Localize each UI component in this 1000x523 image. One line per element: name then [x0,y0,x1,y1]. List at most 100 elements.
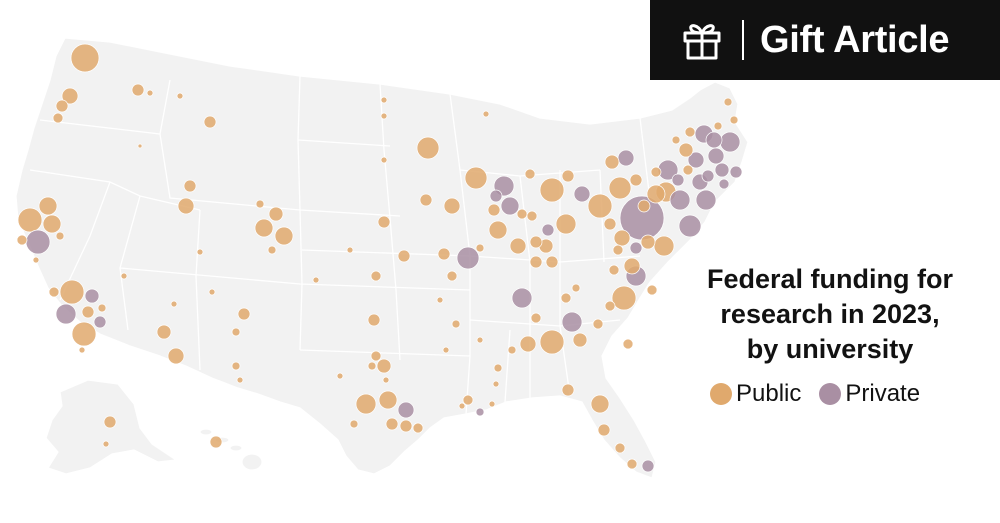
public-university-dot [451,319,461,329]
public-university-dot [183,179,197,193]
contiguous-us-land [15,37,749,479]
public-university-dot [55,231,65,241]
public-university-dot [529,235,543,249]
gift-article-button[interactable]: Gift Article [650,0,1000,80]
public-university-dot [482,110,490,118]
public-university-dot [382,376,390,384]
public-university-dot [146,89,154,97]
private-university-dot [25,229,51,255]
public-university-dot [560,292,572,304]
public-university-dot [487,203,501,217]
title-line-1: Federal funding for [707,264,953,294]
public-university-dot [492,380,500,388]
public-university-dot [370,270,382,282]
legend: Public Private [710,380,920,408]
public-university-dot [370,350,382,362]
public-university-dot [608,264,620,276]
private-university-dot [561,311,583,333]
private-university-dot [714,162,730,178]
public-university-dot [509,237,527,255]
public-university-dot [653,235,675,257]
public-university-dot [611,285,637,311]
public-university-dot [443,197,461,215]
public-university-dot [637,199,651,213]
public-university-dot [530,312,542,324]
legend-swatch-private [819,383,842,405]
public-university-dot [237,307,251,321]
private-university-dot [705,131,723,149]
public-university-dot [561,383,575,397]
public-university-dot [268,206,284,222]
public-university-dot [507,345,517,355]
public-university-dot [78,346,86,354]
public-university-dot [684,126,696,138]
public-university-dot [209,435,223,449]
public-university-dot [571,283,581,293]
public-university-dot [462,394,474,406]
public-university-dot [208,288,216,296]
private-university-dot [687,151,705,169]
public-university-dot [622,338,634,350]
public-university-dot [587,193,613,219]
public-university-dot [612,244,624,256]
public-university-dot [274,226,294,246]
public-university-dot [346,246,354,254]
public-university-dot [475,243,485,253]
public-university-dot [539,177,565,203]
legend-item-public: Public [710,380,801,408]
public-university-dot [16,234,28,246]
gift-icon [683,24,721,60]
public-university-dot [592,318,604,330]
public-university-dot [120,272,128,280]
public-university-dot [380,112,388,120]
public-university-dot [48,286,60,298]
private-university-dot [729,165,743,179]
private-university-dot [93,315,107,329]
private-university-dot [629,241,643,255]
public-university-dot [608,176,632,200]
public-university-dot [412,422,424,434]
public-university-dot [476,336,484,344]
gift-divider [742,20,744,60]
public-university-dot [156,324,172,340]
public-university-dot [131,83,145,97]
public-university-dot [526,210,538,222]
private-university-dot [475,407,485,417]
public-university-dot [613,229,631,247]
public-university-dot [312,276,320,284]
public-university-dot [103,415,117,429]
public-university-dot [236,376,244,384]
private-university-dot [641,459,655,473]
public-university-dot [378,390,398,410]
public-university-dot [42,214,62,234]
public-university-dot [17,207,43,233]
public-university-dot [177,197,195,215]
public-university-dot [170,300,178,308]
public-university-dot [488,220,508,240]
legend-label-private: Private [845,380,921,407]
public-university-dot [623,257,641,275]
private-university-dot [511,287,533,309]
legend-item-private: Private [819,380,920,408]
public-university-dot [682,164,694,176]
public-university-dot [380,156,388,164]
public-university-dot [55,99,69,113]
public-university-dot [385,417,399,431]
public-university-dot [464,166,488,190]
public-university-dot [59,279,85,305]
public-university-dot [678,142,694,158]
public-university-dot [61,87,79,105]
public-university-dot [397,249,411,263]
public-university-dot [419,193,433,207]
private-university-dot [707,147,725,165]
public-university-dot [442,346,450,354]
public-university-dot [572,332,588,348]
public-university-dot [267,245,277,255]
private-university-dot [669,189,691,211]
public-university-dot [671,135,681,145]
public-university-dot [38,196,58,216]
private-university-dot [617,149,635,167]
public-university-dot [231,361,241,371]
